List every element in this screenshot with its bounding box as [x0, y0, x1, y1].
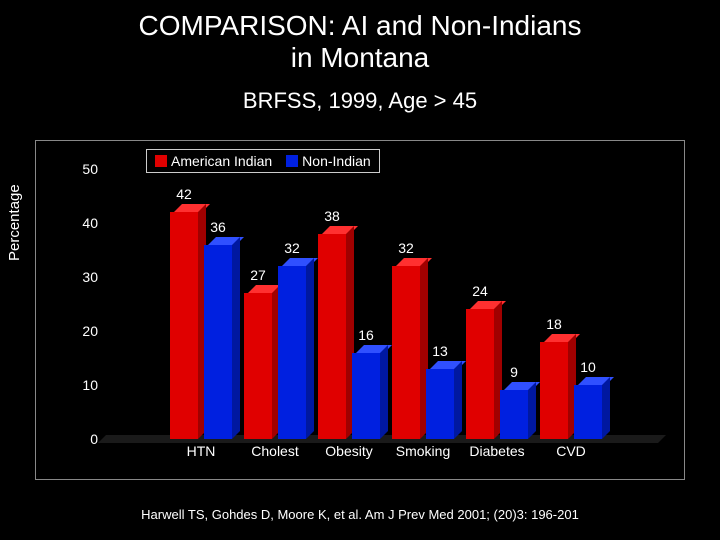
bar [352, 353, 380, 439]
legend-swatch-ni [286, 155, 298, 167]
x-label: CVD [531, 443, 611, 459]
legend-item-ni: Non-Indian [286, 153, 371, 169]
x-label: Diabetes [457, 443, 537, 459]
title-line1: COMPARISON: AI and Non-Indians [0, 10, 720, 42]
y-tick: 10 [74, 377, 98, 393]
bar [244, 293, 272, 439]
title-line2: in Montana [0, 42, 720, 74]
bar [500, 390, 528, 439]
y-tick: 20 [74, 323, 98, 339]
bar-value-label: 32 [277, 240, 307, 256]
legend: American Indian Non-Indian [146, 149, 380, 173]
bar-value-label: 9 [499, 364, 529, 380]
bar [466, 309, 494, 439]
page-title: COMPARISON: AI and Non-Indians in Montan… [0, 0, 720, 74]
bar-value-label: 16 [351, 327, 381, 343]
bar-value-label: 27 [243, 267, 273, 283]
bar-value-label: 13 [425, 343, 455, 359]
y-tick: 50 [74, 161, 98, 177]
bar [318, 234, 346, 439]
plot-area: 42362732381632132491810 [106, 169, 666, 439]
x-label: HTN [161, 443, 241, 459]
bar [204, 245, 232, 439]
bar-value-label: 10 [573, 359, 603, 375]
bar [540, 342, 568, 439]
y-tick: 30 [74, 269, 98, 285]
legend-swatch-ai [155, 155, 167, 167]
bar [278, 266, 306, 439]
chart-container: American Indian Non-Indian Percentage 01… [35, 140, 685, 480]
y-axis-label: Percentage [6, 184, 23, 261]
bar [392, 266, 420, 439]
legend-label-ni: Non-Indian [302, 153, 371, 169]
x-label: Obesity [309, 443, 389, 459]
y-tick: 0 [74, 431, 98, 447]
subtitle: BRFSS, 1999, Age > 45 [0, 88, 720, 114]
bar-value-label: 36 [203, 219, 233, 235]
bar-value-label: 42 [169, 186, 199, 202]
bar [426, 369, 454, 439]
bar [170, 212, 198, 439]
bar [574, 385, 602, 439]
legend-item-ai: American Indian [155, 153, 272, 169]
citation: Harwell TS, Gohdes D, Moore K, et al. Am… [0, 507, 720, 522]
bar-value-label: 38 [317, 208, 347, 224]
bar-value-label: 32 [391, 240, 421, 256]
y-tick: 40 [74, 215, 98, 231]
legend-label-ai: American Indian [171, 153, 272, 169]
bar-value-label: 18 [539, 316, 569, 332]
x-label: Cholest [235, 443, 315, 459]
bar-value-label: 24 [465, 283, 495, 299]
slide: COMPARISON: AI and Non-Indians in Montan… [0, 0, 720, 540]
x-label: Smoking [383, 443, 463, 459]
